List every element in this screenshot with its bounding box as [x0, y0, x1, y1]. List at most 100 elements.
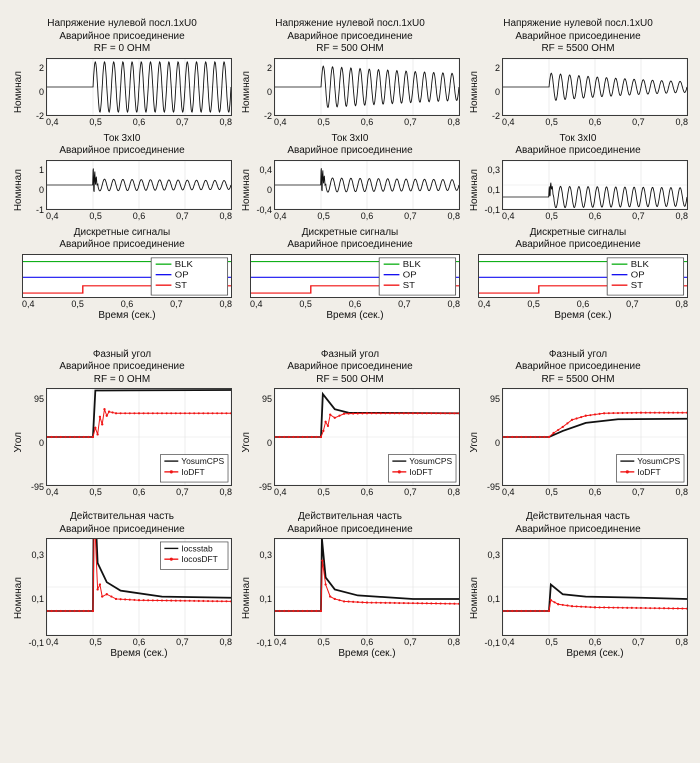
yticks: 0,30,1-0,1 — [480, 550, 502, 648]
panel-titles: Дискретные сигналыАварийное присоединени… — [12, 227, 232, 252]
svg-text:OP: OP — [403, 270, 417, 279]
plot-wrap: Номинал0,30,1-0,10,40,50,60,70,8Время (с… — [240, 538, 460, 659]
panel-real-col1: Действительная частьАварийное присоедине… — [240, 511, 460, 659]
xtick: 0,4 — [274, 487, 287, 497]
title-main: Дискретные сигналы — [468, 227, 688, 240]
plot-wrap: Номинал10-10,40,50,60,70,8 — [12, 160, 232, 221]
panel-titles: Дискретные сигналыАварийное присоединени… — [240, 227, 460, 252]
xtick: 0,6 — [589, 487, 602, 497]
xtick: 0,4 — [502, 117, 515, 127]
xticks: 0,40,50,60,70,8 — [478, 298, 688, 309]
plot-col: 0,40,50,60,70,8 — [502, 58, 688, 127]
xtick: 0,7 — [632, 487, 645, 497]
title-avar: Аварийное присоединение — [12, 361, 232, 374]
title-rf: RF = 5500 ОНМ — [468, 43, 688, 56]
plot-col: 0,40,50,60,70,8 — [274, 160, 460, 221]
ytick: 0 — [495, 438, 500, 448]
xtick: 0,5 — [527, 299, 540, 309]
xtick: 0,7 — [404, 487, 417, 497]
ytick: 0 — [39, 438, 44, 448]
xtick: 0,4 — [46, 487, 59, 497]
svg-text:Iocsstab: Iocsstab — [181, 543, 213, 553]
plot-svg — [502, 160, 688, 210]
title-rf: RF = 500 ОНМ — [240, 43, 460, 56]
xtick: 0,6 — [589, 117, 602, 127]
xtick: 0,5 — [317, 637, 330, 647]
title-main: Действительная часть — [12, 511, 232, 524]
row-spacer — [468, 497, 688, 511]
xtick: 0,8 — [675, 487, 688, 497]
ytick: 0,3 — [259, 550, 272, 560]
ytick: -0,1 — [256, 638, 272, 648]
ytick: 0 — [267, 87, 272, 97]
panel-titles: Фазный уголАварийное присоединениеRF = 0… — [12, 349, 232, 387]
plot-wrap: Угол950-95YosumCPSIoDFT0,40,50,60,70,8 — [240, 388, 460, 497]
xtick: 0,8 — [219, 487, 232, 497]
xtick: 0,8 — [447, 637, 460, 647]
ylabel: Номинал — [468, 71, 480, 113]
xtick: 0,5 — [545, 637, 558, 647]
xtick: 0,8 — [447, 211, 460, 221]
xtick: 0,8 — [675, 299, 688, 309]
svg-text:OP: OP — [631, 270, 645, 279]
ytick: 0 — [39, 185, 44, 195]
ytick: 0 — [495, 87, 500, 97]
ylabel: Номинал — [240, 71, 252, 113]
svg-text:YosumCPS: YosumCPS — [409, 456, 452, 466]
ytick: 0,3 — [487, 165, 500, 175]
yticks: 10-1 — [24, 165, 46, 215]
row-spacer — [12, 497, 232, 511]
xtick: 0,7 — [632, 637, 645, 647]
xtick: 0,4 — [502, 637, 515, 647]
chart-grid: Напряжение нулевой посл.1xU0Аварийное пр… — [12, 18, 688, 665]
plot-svg — [274, 538, 460, 636]
yticks: 0,30,1-0,1 — [24, 550, 46, 648]
xtick: 0,5 — [545, 211, 558, 221]
xtick: 0,7 — [632, 211, 645, 221]
title-main: Дискретные сигналы — [240, 227, 460, 240]
title-avar: Аварийное присоединение — [468, 145, 688, 158]
plot-svg — [274, 160, 460, 210]
plot-svg — [46, 160, 232, 210]
plot-svg: YosumCPSIoDFT — [274, 388, 460, 486]
xticks: 0,40,50,60,70,8 — [502, 210, 688, 221]
xtick: 0,6 — [361, 487, 374, 497]
xticks: 0,40,50,60,70,8 — [274, 486, 460, 497]
plot-col: 0,40,50,60,70,8Время (сек.) — [274, 538, 460, 659]
title-main: Ток 3xI0 — [12, 133, 232, 146]
ytick: 95 — [262, 394, 272, 404]
plot-col: YosumCPSIoDFT0,40,50,60,70,8 — [46, 388, 232, 497]
xlabel: Время (сек.) — [46, 647, 232, 659]
plot-col: 0,40,50,60,70,8 — [502, 160, 688, 221]
panel-titles: Действительная частьАварийное присоедине… — [12, 511, 232, 536]
xtick: 0,6 — [133, 211, 146, 221]
xtick: 0,5 — [317, 211, 330, 221]
title-avar: Аварийное присоединение — [12, 31, 232, 44]
svg-text:IocosDFT: IocosDFT — [181, 554, 218, 564]
ytick: 0,1 — [259, 594, 272, 604]
xtick: 0,4 — [478, 299, 491, 309]
title-main: Действительная часть — [468, 511, 688, 524]
ytick: -0,1 — [28, 638, 44, 648]
plot-wrap: BLKOPST0,40,50,60,70,8Время (сек.) — [12, 254, 232, 321]
xtick: 0,6 — [133, 487, 146, 497]
plot-wrap: Угол950-95YosumCPSIoDFT0,40,50,60,70,8 — [12, 388, 232, 497]
ytick: -95 — [31, 482, 44, 492]
title-rf: RF = 500 ОНМ — [240, 374, 460, 387]
ytick: 0,3 — [487, 550, 500, 560]
plot-svg: BLKOPST — [250, 254, 460, 298]
xtick: 0,7 — [404, 637, 417, 647]
panel-phase-col2: Фазный уголАварийное присоединениеRF = 5… — [468, 349, 688, 498]
xtick: 0,5 — [545, 117, 558, 127]
row-spacer — [240, 321, 460, 349]
xlabel: Время (сек.) — [22, 309, 232, 321]
xtick: 0,8 — [675, 637, 688, 647]
xtick: 0,6 — [133, 637, 146, 647]
plot-svg — [502, 538, 688, 636]
ytick: 0,1 — [487, 185, 500, 195]
ytick: -0,1 — [484, 638, 500, 648]
xticks: 0,40,50,60,70,8 — [46, 210, 232, 221]
panel-current-col1: Ток 3xI0Аварийное присоединениеНоминал0,… — [240, 133, 460, 221]
title-main: Фазный угол — [468, 349, 688, 362]
ylabel: Номинал — [240, 577, 252, 619]
